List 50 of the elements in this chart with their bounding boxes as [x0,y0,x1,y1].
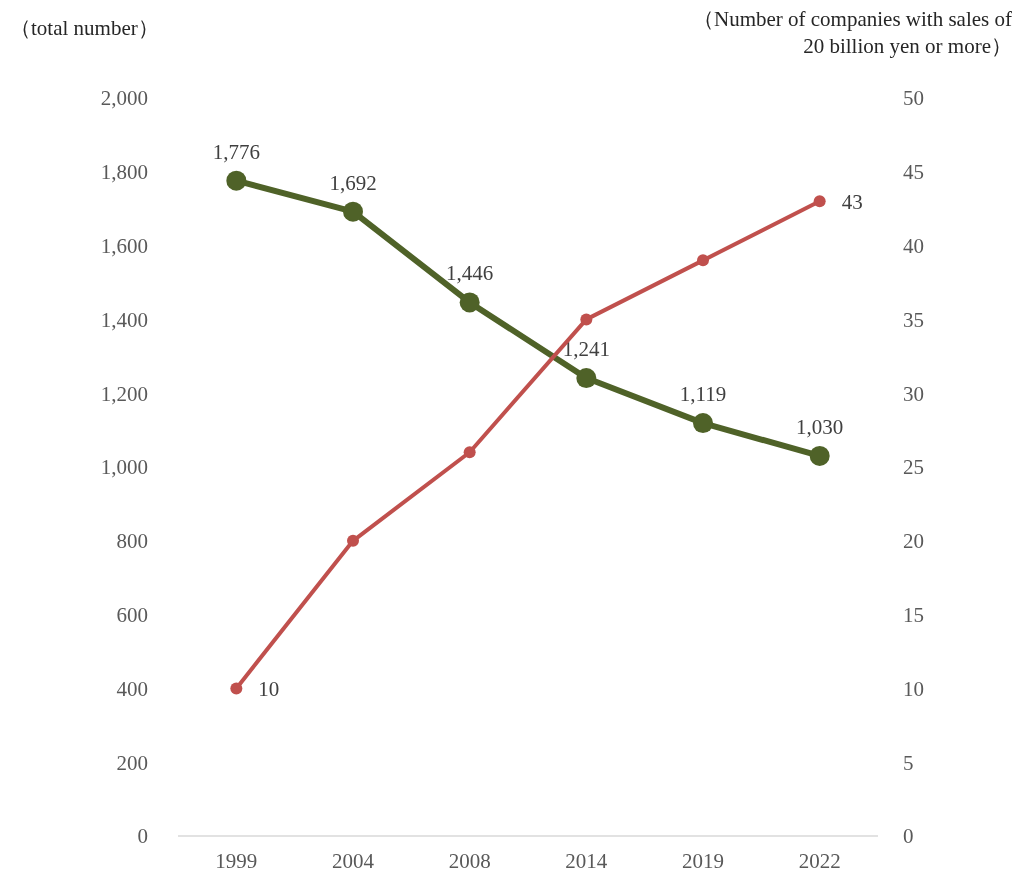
x-tick-label: 2008 [448,849,491,873]
y2-tick-label: 20 [903,529,924,554]
y2-tick-label: 5 [903,750,914,775]
point [459,292,480,313]
data-label: 43 [841,189,863,214]
y2-tick-label: 30 [903,381,924,406]
y-tick-label: 200 [116,750,148,775]
y-tick-label: 1,800 [100,160,148,185]
y2-tick-label: 35 [903,307,924,332]
y2-axis-title: （Number of companies with sales of 20 billion yen or more） [692,7,1012,58]
x-tick-label: 2019 [682,849,724,873]
y2-tick-label: 45 [903,160,924,185]
y2-tick-label: 15 [903,602,924,627]
y2-tick-label: 25 [903,455,924,480]
point [580,313,593,326]
y-tick-label: 1,400 [100,307,148,332]
y-axis-title: （total number） [10,16,159,40]
x-tick-label: 2004 [332,849,375,873]
y-tick-label: 600 [116,602,148,627]
data-label: 1,030 [796,414,844,439]
y2-tick-label: 0 [903,824,914,849]
point [693,413,713,434]
data-label: 1,446 [446,261,494,286]
y2-tick-label: 50 [903,86,924,111]
y-tick-label: 2,000 [100,86,148,111]
y2-tick-label: 10 [903,676,924,701]
point [809,445,830,466]
point [343,201,363,222]
point [576,368,597,389]
data-label: 1,241 [562,337,610,362]
y-tick-label: 0 [137,824,148,849]
y2-tick-label: 40 [903,233,924,258]
point [813,195,826,208]
point [226,170,247,191]
point [230,682,243,695]
y-tick-label: 800 [116,529,148,554]
point [347,534,359,547]
point [463,446,476,459]
data-label: 1,776 [212,139,260,164]
data-label: 10 [258,676,280,701]
y-tick-label: 400 [116,676,148,701]
y-tick-label: 1,600 [100,233,148,258]
x-tick-label: 2014 [565,849,608,873]
y-tick-label: 1,000 [100,455,148,480]
x-tick-label: 1999 [215,849,258,873]
y-tick-label: 1,200 [100,381,148,406]
x-tick-label: 2022 [798,849,841,873]
point [697,254,709,267]
data-label: 1,692 [329,170,377,195]
data-label: 1,119 [679,382,727,407]
